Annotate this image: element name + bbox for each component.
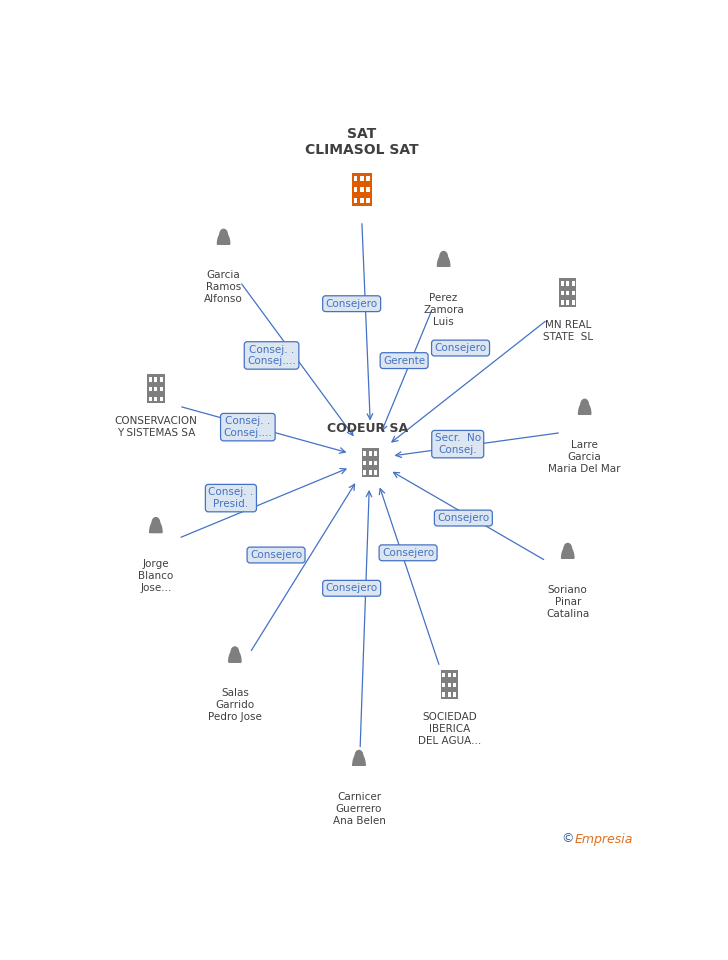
FancyBboxPatch shape (571, 281, 575, 286)
FancyBboxPatch shape (442, 692, 446, 697)
Circle shape (355, 750, 363, 761)
Text: Consej. .
Presid.: Consej. . Presid. (208, 488, 253, 509)
FancyBboxPatch shape (442, 683, 446, 687)
FancyBboxPatch shape (566, 281, 569, 286)
FancyBboxPatch shape (363, 470, 366, 475)
FancyBboxPatch shape (363, 461, 366, 466)
FancyBboxPatch shape (448, 673, 451, 678)
FancyBboxPatch shape (354, 176, 357, 181)
FancyBboxPatch shape (363, 451, 366, 456)
FancyBboxPatch shape (360, 198, 363, 204)
Text: Soriano
Pinar
Catalina: Soriano Pinar Catalina (546, 585, 590, 618)
FancyBboxPatch shape (354, 198, 357, 204)
Text: Consejero: Consejero (325, 584, 378, 593)
FancyBboxPatch shape (374, 451, 377, 456)
FancyBboxPatch shape (559, 278, 577, 307)
Circle shape (563, 542, 572, 554)
FancyBboxPatch shape (368, 470, 372, 475)
FancyBboxPatch shape (571, 300, 575, 305)
Text: Consej. .
Consej....: Consej. . Consej.... (248, 345, 296, 367)
Text: Perez
Zamora
Luis: Perez Zamora Luis (423, 293, 464, 326)
FancyBboxPatch shape (561, 291, 563, 296)
FancyBboxPatch shape (448, 683, 451, 687)
FancyBboxPatch shape (440, 670, 458, 699)
Text: Consejero: Consejero (250, 550, 302, 560)
Text: Carnicer
Guerrero
Ana Belen: Carnicer Guerrero Ana Belen (333, 792, 385, 826)
FancyBboxPatch shape (149, 387, 152, 392)
FancyBboxPatch shape (454, 683, 456, 687)
FancyBboxPatch shape (366, 187, 370, 192)
Polygon shape (150, 520, 162, 533)
Text: SOCIEDAD
IBERICA
DEL AGUA...: SOCIEDAD IBERICA DEL AGUA... (418, 711, 481, 746)
FancyBboxPatch shape (561, 281, 563, 286)
FancyBboxPatch shape (154, 377, 157, 382)
Text: Empresia: Empresia (574, 832, 633, 846)
Polygon shape (353, 754, 365, 765)
FancyBboxPatch shape (360, 176, 363, 181)
Text: Consej. .
Consej....: Consej. . Consej.... (223, 417, 272, 438)
FancyBboxPatch shape (368, 461, 372, 466)
FancyBboxPatch shape (366, 176, 370, 181)
Polygon shape (218, 232, 230, 244)
FancyBboxPatch shape (566, 291, 569, 296)
Polygon shape (229, 650, 241, 661)
FancyBboxPatch shape (374, 470, 377, 475)
FancyBboxPatch shape (442, 673, 446, 678)
FancyBboxPatch shape (160, 387, 163, 392)
FancyBboxPatch shape (374, 461, 377, 466)
Text: Consejero: Consejero (438, 513, 489, 523)
FancyBboxPatch shape (352, 173, 372, 205)
FancyBboxPatch shape (160, 377, 163, 382)
Text: Consejero: Consejero (435, 343, 486, 353)
Polygon shape (579, 402, 591, 414)
Circle shape (439, 251, 448, 262)
Polygon shape (561, 546, 574, 559)
FancyBboxPatch shape (366, 198, 370, 204)
FancyBboxPatch shape (566, 300, 569, 305)
Text: CODEUR SA: CODEUR SA (327, 422, 408, 435)
FancyBboxPatch shape (147, 374, 165, 403)
Text: Larre
Garcia
Maria Del Mar: Larre Garcia Maria Del Mar (548, 441, 621, 474)
Text: SAT
CLIMASOL SAT: SAT CLIMASOL SAT (305, 127, 419, 157)
Text: MN REAL
STATE  SL: MN REAL STATE SL (542, 320, 593, 342)
FancyBboxPatch shape (149, 377, 152, 382)
Text: Garcia
Ramos
Alfonso: Garcia Ramos Alfonso (205, 271, 243, 304)
FancyBboxPatch shape (360, 187, 363, 192)
FancyBboxPatch shape (362, 448, 379, 477)
FancyBboxPatch shape (368, 451, 372, 456)
FancyBboxPatch shape (149, 396, 152, 401)
Text: ©: © (561, 832, 574, 846)
Text: Secr.  No
Consej.: Secr. No Consej. (435, 433, 480, 455)
Circle shape (151, 516, 160, 528)
FancyBboxPatch shape (561, 300, 563, 305)
Polygon shape (438, 254, 450, 266)
Text: Jorge
Blanco
Jose...: Jorge Blanco Jose... (138, 559, 173, 592)
FancyBboxPatch shape (448, 692, 451, 697)
FancyBboxPatch shape (154, 396, 157, 401)
Text: Gerente: Gerente (383, 355, 425, 366)
Text: Consejero: Consejero (382, 548, 434, 558)
FancyBboxPatch shape (454, 673, 456, 678)
Text: CONSERVACION
Y SISTEMAS SA: CONSERVACION Y SISTEMAS SA (114, 416, 197, 438)
Circle shape (219, 228, 228, 240)
Text: Salas
Garrido
Pedro Jose: Salas Garrido Pedro Jose (208, 688, 262, 722)
FancyBboxPatch shape (454, 692, 456, 697)
FancyBboxPatch shape (154, 387, 157, 392)
FancyBboxPatch shape (354, 187, 357, 192)
Circle shape (231, 646, 240, 658)
Text: Consejero: Consejero (325, 299, 378, 309)
FancyBboxPatch shape (571, 291, 575, 296)
FancyBboxPatch shape (160, 396, 163, 401)
Circle shape (580, 398, 589, 410)
